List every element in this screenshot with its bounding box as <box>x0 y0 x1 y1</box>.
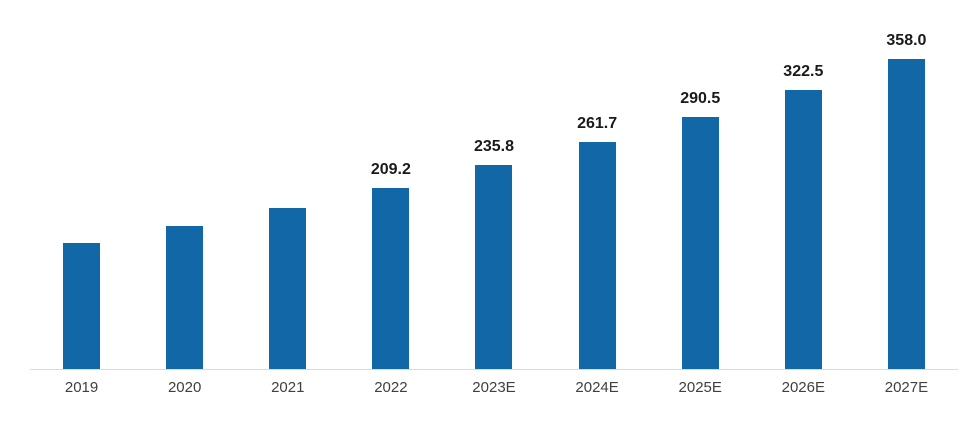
bar-value-label-2022: 209.2 <box>370 160 411 178</box>
bar-2026E <box>784 89 822 369</box>
bar-value-label-2026E: 322.5 <box>783 62 824 80</box>
x-tick-label-2020: 2020 <box>167 379 202 396</box>
plot-area: 209.2 235.8 261.7 290.5 322.5 358.0 <box>30 0 958 370</box>
x-tick-label-2021: 2021 <box>271 379 305 396</box>
x-tick-label-2027E: 2027E <box>884 379 929 396</box>
bar-2025E <box>681 117 719 369</box>
bar-2022 <box>372 187 410 369</box>
x-tick-label-2023E: 2023E <box>472 379 516 396</box>
bar-column-2019 <box>30 0 133 369</box>
bar-2027E <box>887 59 925 369</box>
bar-column-2020 <box>133 0 236 369</box>
bar-value-label-2023E: 235.8 <box>473 137 515 155</box>
x-tick-label-2024E: 2024E <box>575 379 619 396</box>
bar-2024E <box>578 142 616 369</box>
bar-2020 <box>166 226 204 369</box>
bar-column-2027E: 358.0 <box>855 0 958 369</box>
bar-2023E <box>475 164 513 369</box>
bar-value-label-2025E: 290.5 <box>680 90 721 108</box>
bar-column-2022: 209.2 <box>339 0 442 369</box>
bar-value-label-2027E: 358.0 <box>886 32 927 49</box>
bar-2019 <box>63 242 101 369</box>
bar-column-2021 <box>236 0 339 369</box>
bar-column-2026E: 322.5 <box>752 0 855 369</box>
x-tick-label-2022: 2022 <box>374 379 408 396</box>
x-tick-label-2026E: 2026E <box>781 379 825 396</box>
x-axis-labels: 2019 2020 2021 2022 2023E 2024E 2025E 2026E 2027… <box>30 379 958 396</box>
bar-2021 <box>269 207 307 369</box>
bar-column-2024E: 261.7 <box>546 0 649 369</box>
x-tick-label-2019: 2019 <box>64 379 99 396</box>
bar-column-2025E: 290.5 <box>649 0 752 369</box>
bar-column-2023E: 235.8 <box>442 0 545 369</box>
bar-value-label-2024E: 261.7 <box>577 115 618 133</box>
x-tick-label-2025E: 2025E <box>678 379 722 396</box>
